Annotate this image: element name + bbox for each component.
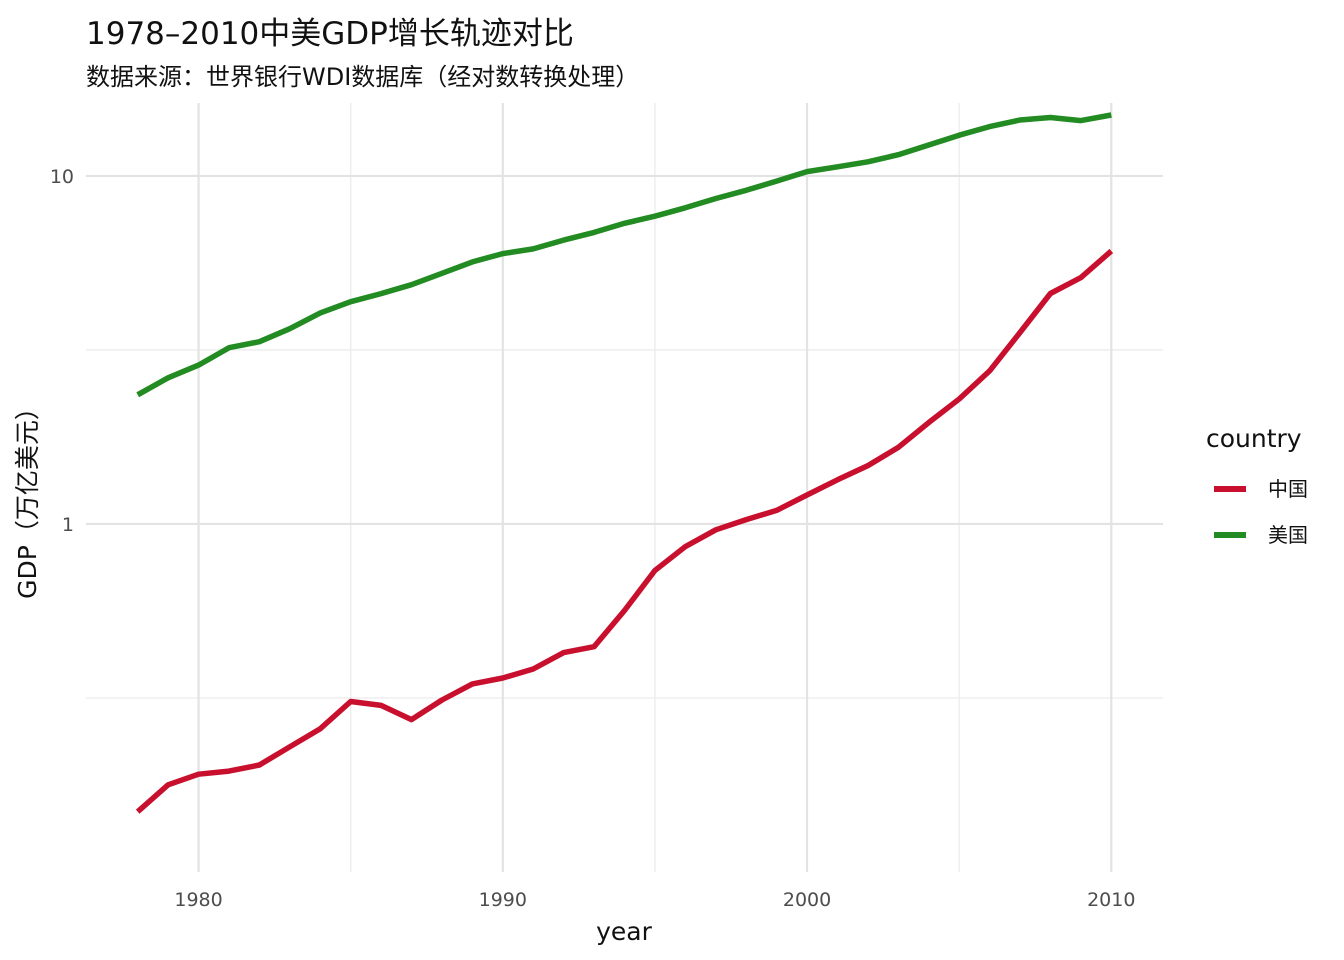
x-tick-label: 2010 <box>1087 889 1135 911</box>
y-tick-label: 1 <box>62 514 74 536</box>
y-tick-label: 10 <box>50 166 74 188</box>
legend: country 中国 美国 <box>1206 424 1308 547</box>
series-line-usa <box>136 112 1112 398</box>
minor-gridlines <box>86 103 1163 872</box>
chart-title: 1978–2010中美GDP增长轨迹对比 <box>86 16 574 52</box>
x-axis-title: year <box>596 917 652 946</box>
series-line-china <box>135 248 1114 814</box>
legend-label-usa: 美国 <box>1268 523 1308 547</box>
chart-subtitle: 数据来源：世界银行WDI数据库（经对数转换处理） <box>86 63 640 91</box>
legend-label-china: 中国 <box>1268 477 1308 501</box>
series-layer <box>135 112 1114 814</box>
x-tick-label: 1990 <box>479 889 527 911</box>
legend-title: country <box>1206 424 1302 453</box>
major-gridlines <box>86 103 1163 872</box>
y-axis-title: GDP（万亿美元） <box>13 395 42 599</box>
x-tick-label: 1980 <box>174 889 222 911</box>
tick-labels: 1980 1990 2000 2010 1 10 <box>50 166 1136 911</box>
x-tick-label: 2000 <box>783 889 831 911</box>
